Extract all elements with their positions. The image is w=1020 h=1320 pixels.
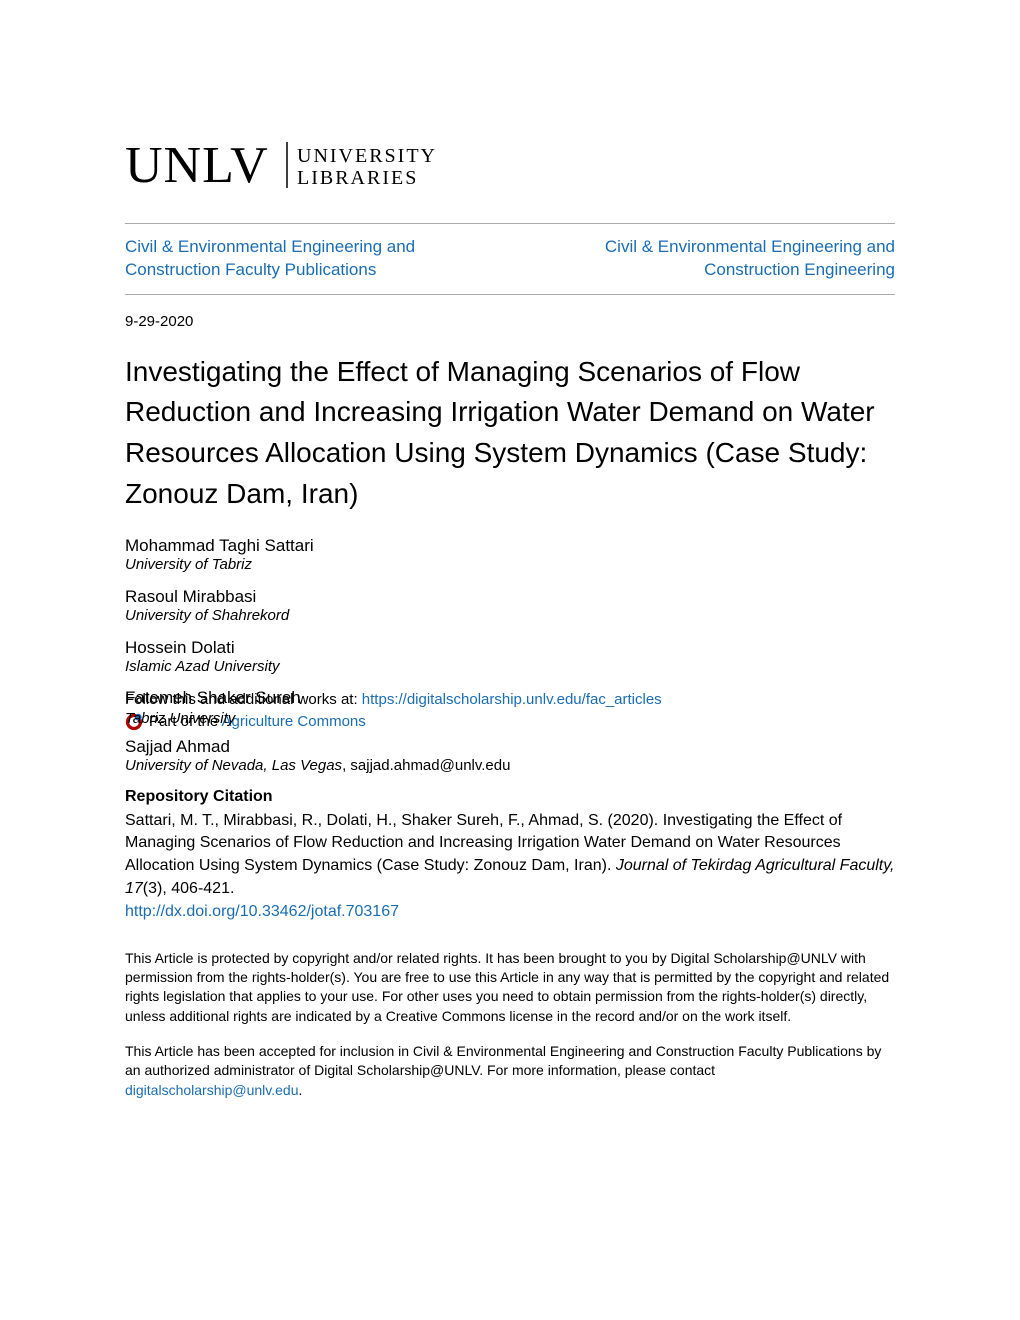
logo-university-text: UNIVERSITY [297,145,437,167]
author-affiliation: University of Tabriz [125,556,895,573]
breadcrumb-department-link[interactable]: Civil & Environmental Engineering and Co… [525,236,895,282]
doi-link[interactable]: http://dx.doi.org/10.33462/jotaf.703167 [125,903,895,921]
author-name: Fatemeh Shaker Sureh [125,686,301,711]
unlv-logo-svg: UNLV UNIVERSITY LIBRARIES [125,130,455,200]
author-name: Hossein Dolati [125,638,895,658]
breadcrumb-collection-link[interactable]: Civil & Environmental Engineering and Co… [125,236,495,282]
follow-works-link[interactable]: https://digitalscholarship.unlv.edu/fac_… [362,691,662,708]
copyright-notice: This Article is protected by copyright a… [125,949,895,1026]
author-name: Mohammad Taghi Sattari [125,536,895,556]
author-affiliation: Islamic Azad University [125,658,895,675]
author-email: , sajjad.ahmad@unlv.edu [342,757,510,774]
author-affiliation: University of Shahrekord [125,607,895,624]
author-block-1: Mohammad Taghi Sattari University of Tab… [125,536,895,573]
author-name: Sajjad Ahmad [125,737,895,757]
author-block-5: Sajjad Ahmad University of Nevada, Las V… [125,737,895,774]
breadcrumb-row: Civil & Environmental Engineering and Co… [125,236,895,282]
author-affiliation: Tabriz University [125,708,235,730]
unlv-libraries-logo: UNLV UNIVERSITY LIBRARIES [125,130,895,205]
publication-date: 9-29-2020 [125,294,895,330]
logo-libraries-text: LIBRARIES [297,167,418,189]
author-block-3: Hossein Dolati Islamic Azad University [125,638,895,675]
repository-citation-heading: Repository Citation [125,788,895,806]
agriculture-commons-link[interactable]: Agriculture Commons [222,713,366,730]
author-name: Rasoul Mirabbasi [125,587,895,607]
overlapping-text-region: Fatemeh Shaker Sureh Follow this and add… [125,689,895,733]
contact-email-link[interactable]: digitalscholarship@unlv.edu [125,1082,299,1098]
article-title: Investigating the Effect of Managing Sce… [125,352,895,514]
author-affiliation: University of Nevada, Las Vegas, sajjad.… [125,757,895,774]
author-block-2: Rasoul Mirabbasi University of Shahrekor… [125,587,895,624]
header-rule-top [125,223,895,224]
logo-unlv-text: UNLV [125,137,269,194]
inclusion-notice: This Article has been accepted for inclu… [125,1042,895,1100]
repository-citation-body: Sattari, M. T., Mirabbasi, R., Dolati, H… [125,810,895,901]
